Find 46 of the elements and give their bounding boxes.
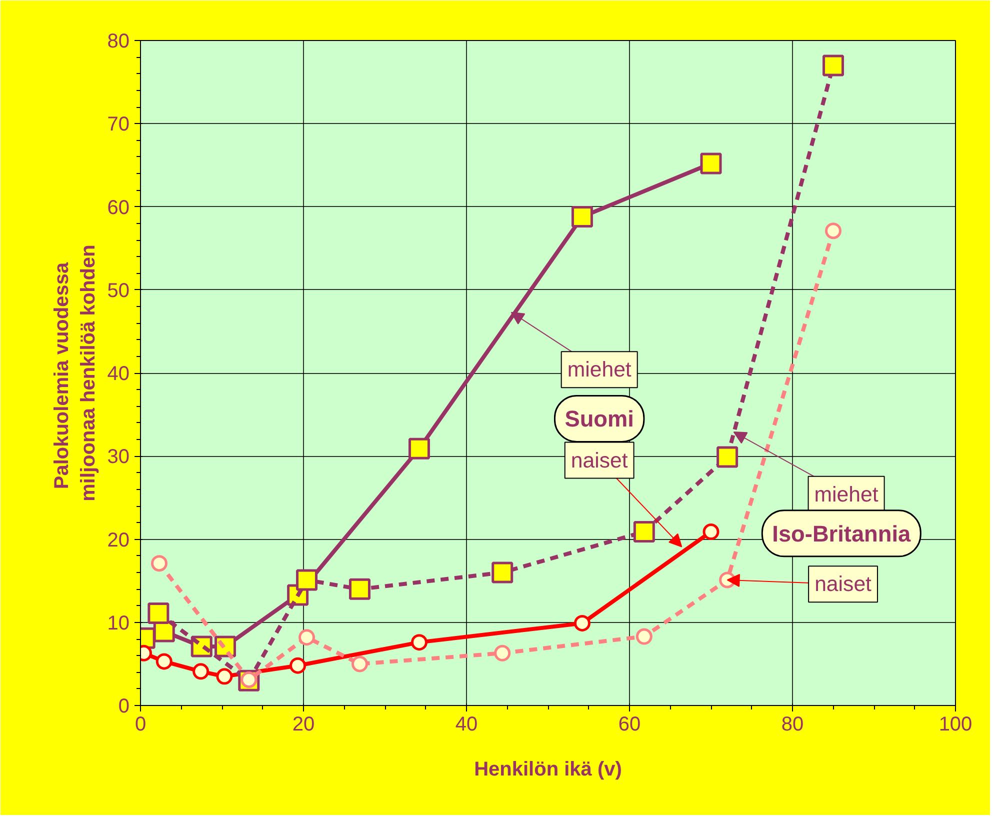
y-tick-label: 50: [107, 280, 130, 302]
point: [825, 222, 842, 240]
y-tick-label: 0: [118, 696, 130, 718]
point: [348, 578, 370, 600]
point: [636, 628, 652, 645]
point: [408, 438, 430, 460]
y-tick-label: 60: [107, 196, 130, 219]
point: [298, 629, 316, 646]
point: [822, 54, 844, 76]
y-tick-label: 10: [107, 612, 130, 634]
annotation: Iso-Britannia: [772, 520, 912, 546]
x-tick-label: 80: [781, 714, 804, 736]
point: [156, 653, 172, 670]
y-tick-label: 30: [107, 446, 130, 468]
point: [571, 206, 593, 228]
y-tick-label: 70: [107, 114, 130, 136]
point: [150, 555, 168, 572]
point: [574, 614, 590, 632]
point: [633, 521, 655, 543]
point: [216, 668, 233, 685]
point: [494, 644, 511, 662]
y-tick-label: 80: [107, 30, 130, 52]
x-tick-label: 60: [618, 714, 641, 736]
y-tick-label: 20: [107, 529, 130, 552]
y-axis-title: Palokuolemia vuodessa miljoonaa henkilöä kohden: [50, 244, 100, 502]
point: [410, 634, 428, 651]
y-tick-label: 40: [107, 363, 130, 385]
point: [192, 663, 210, 680]
annotation: miehet: [567, 358, 632, 382]
point: [290, 657, 306, 674]
annotation: naiset: [570, 448, 628, 472]
point: [296, 569, 318, 591]
x-tick-label: 100: [938, 714, 972, 736]
point: [148, 602, 170, 624]
annotation: Suomi: [564, 406, 634, 432]
point: [492, 562, 514, 584]
x-tick-label: 0: [134, 714, 146, 736]
x-tick-label: 40: [455, 714, 478, 736]
point: [702, 524, 720, 540]
x-tick-label: 20: [292, 714, 315, 736]
x-axis-title: Henkilön ikä (v): [474, 758, 622, 780]
point: [351, 656, 368, 672]
annotation: miehet: [814, 482, 878, 506]
annotation: naiset: [814, 572, 872, 596]
point: [716, 446, 738, 468]
point: [700, 152, 722, 174]
